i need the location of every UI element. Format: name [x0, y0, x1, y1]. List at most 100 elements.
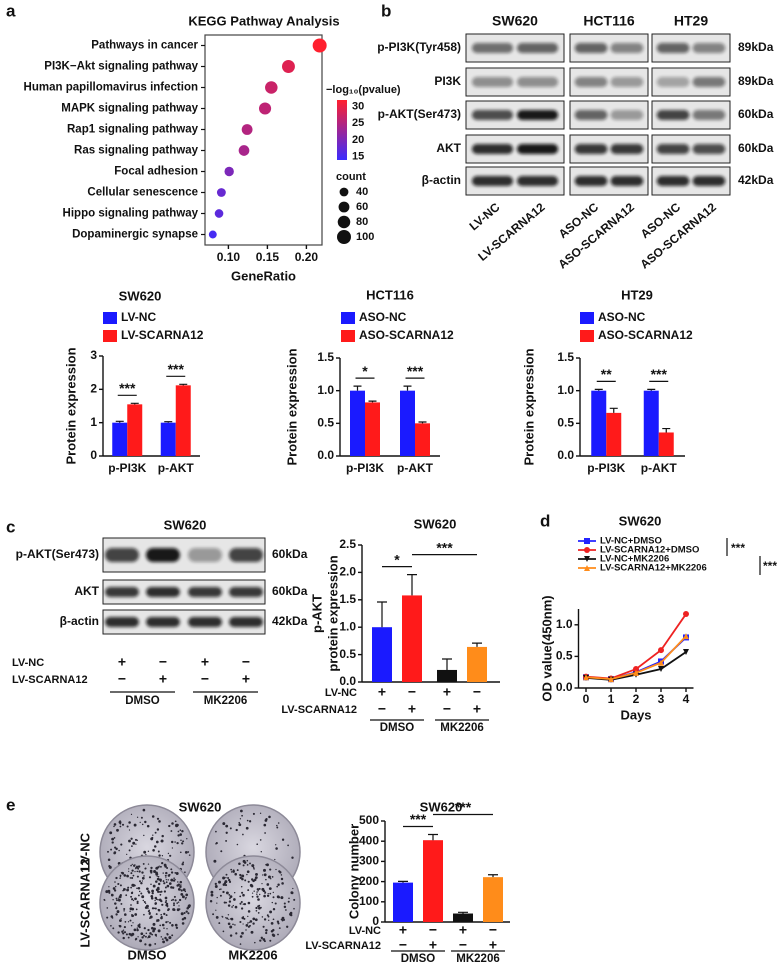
colony	[225, 891, 229, 895]
category-label: Cellular senescence	[87, 187, 198, 199]
colony	[182, 861, 185, 864]
colony	[124, 921, 127, 923]
colony	[218, 880, 221, 884]
colony	[160, 916, 163, 920]
colony	[143, 913, 145, 916]
dot	[258, 102, 272, 115]
blot-row-label: p-AKT(Ser473)	[16, 547, 99, 561]
y-tick-label: 1.5	[557, 350, 574, 364]
significance-label: ***	[651, 366, 668, 382]
colony	[159, 893, 162, 896]
colony	[166, 867, 169, 869]
colony	[172, 898, 175, 901]
colony	[136, 870, 139, 873]
colony	[225, 917, 227, 919]
colony	[115, 907, 118, 910]
colony	[123, 910, 125, 912]
colony	[118, 849, 120, 852]
colony	[132, 841, 136, 845]
colony	[149, 932, 152, 935]
colorbar-label: 15	[352, 151, 364, 163]
colony	[265, 931, 268, 935]
colony	[128, 829, 131, 831]
size-legend-dot	[337, 230, 351, 244]
colony	[179, 880, 183, 884]
point	[633, 666, 639, 673]
colony	[144, 820, 147, 824]
colony	[147, 937, 149, 939]
colony	[119, 884, 122, 887]
colony	[167, 852, 170, 855]
treatment-sign: +	[118, 654, 126, 670]
error-bar	[403, 385, 412, 391]
colony	[133, 928, 137, 932]
colony	[169, 921, 172, 924]
colony	[274, 902, 277, 905]
blot-band	[656, 77, 690, 87]
colony	[140, 932, 144, 936]
colony	[151, 892, 154, 895]
colony	[230, 917, 233, 920]
colony	[155, 913, 158, 916]
colony	[292, 887, 294, 890]
colony	[116, 828, 119, 832]
colony	[124, 913, 127, 916]
colony	[110, 924, 112, 927]
colony	[134, 897, 137, 901]
colony	[185, 910, 188, 913]
colony	[246, 873, 248, 876]
colony	[181, 918, 185, 921]
category-label: Ras signaling pathway	[74, 145, 199, 157]
colony	[134, 938, 137, 941]
colony	[239, 895, 242, 898]
group-label: DMSO	[125, 695, 160, 707]
colony	[256, 891, 258, 893]
colony	[261, 937, 263, 940]
colony	[151, 907, 155, 910]
x-tick-label: 0.20	[295, 250, 319, 264]
colony	[291, 856, 294, 859]
colony	[246, 864, 249, 866]
colony	[280, 897, 283, 899]
colony	[129, 910, 131, 912]
significance-label: *	[362, 363, 368, 379]
colony	[147, 907, 149, 909]
colony	[257, 912, 260, 914]
colony	[123, 931, 127, 934]
blot-band	[574, 110, 608, 120]
colony	[134, 838, 138, 841]
colony	[288, 897, 290, 900]
bar	[483, 877, 503, 922]
colony	[131, 869, 134, 872]
colony	[293, 898, 296, 901]
category-label: Dopaminergic synapse	[72, 229, 198, 241]
colony	[172, 908, 175, 911]
colony	[287, 844, 289, 847]
colony	[129, 907, 133, 911]
colony	[240, 885, 243, 888]
colony	[234, 905, 238, 909]
colony	[247, 901, 251, 905]
colony	[128, 839, 131, 843]
colony	[286, 925, 289, 928]
colony	[161, 861, 164, 865]
colony	[163, 882, 166, 885]
colony	[241, 931, 244, 935]
colony	[160, 936, 163, 938]
colony	[132, 883, 135, 887]
plate-row-label: LV-NC	[77, 832, 92, 871]
colony	[261, 916, 264, 918]
point	[658, 659, 664, 666]
category-label: Focal adhesion	[114, 166, 198, 178]
colony	[232, 923, 234, 926]
colony	[181, 829, 184, 833]
legend-label: ASO-NC	[598, 310, 646, 324]
colony	[223, 901, 226, 904]
colony	[138, 890, 141, 893]
colony	[276, 920, 280, 923]
colony	[158, 854, 161, 857]
colony	[249, 924, 251, 927]
colony	[110, 848, 113, 851]
treatment-sign: −	[443, 701, 451, 717]
x-tick-label: 1	[608, 692, 615, 706]
